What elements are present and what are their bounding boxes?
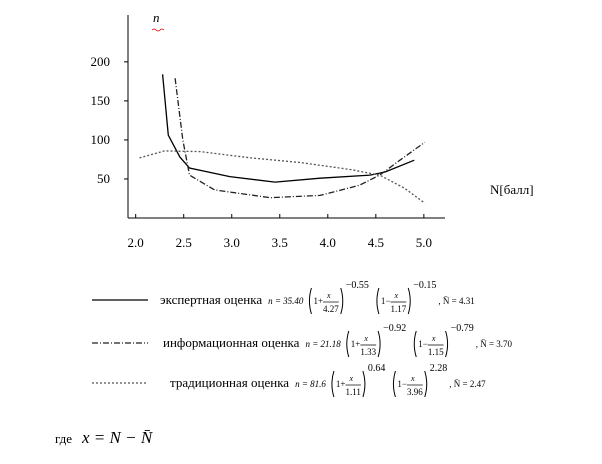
y-tick-label: 200 bbox=[91, 54, 111, 69]
formula-den: 1.11 bbox=[346, 387, 361, 397]
paren bbox=[413, 330, 417, 358]
formula-op: 1− bbox=[397, 379, 407, 389]
formula-exp: −0.79 bbox=[451, 323, 474, 334]
formula-op: 1+ bbox=[336, 379, 346, 389]
paren bbox=[340, 287, 344, 315]
paren bbox=[377, 330, 381, 358]
x-tick-label: 2.0 bbox=[128, 235, 144, 250]
x-tick-label: 5.0 bbox=[416, 235, 432, 250]
y-tick-label: 150 bbox=[91, 93, 111, 108]
paren bbox=[407, 287, 411, 315]
formula-num: x bbox=[326, 291, 331, 300]
paren bbox=[331, 370, 335, 398]
formula-op: 1− bbox=[418, 339, 428, 349]
formula-nbar: , N̄ = 4.31 bbox=[438, 296, 474, 306]
series-line bbox=[161, 74, 415, 183]
formula-exp: −0.92 bbox=[383, 323, 406, 334]
formula-exp: 0.64 bbox=[368, 363, 386, 374]
formula-exp: 2.28 bbox=[430, 363, 448, 374]
paren bbox=[424, 370, 428, 398]
series-line bbox=[139, 150, 426, 204]
y-tick-label: 100 bbox=[91, 132, 111, 147]
y-tick-label: 50 bbox=[97, 171, 110, 186]
x-tick-label: 4.0 bbox=[320, 235, 336, 250]
paren bbox=[308, 287, 312, 315]
x-tick-label: 2.5 bbox=[176, 235, 192, 250]
formula-den: 1.17 bbox=[390, 304, 406, 314]
formula-den: 3.96 bbox=[407, 387, 423, 397]
paren bbox=[376, 287, 380, 315]
formula-num: x bbox=[410, 374, 415, 383]
series-line bbox=[174, 78, 426, 199]
y-axis-label: n bbox=[153, 10, 160, 25]
paren bbox=[392, 370, 396, 398]
formula-coef: n = 21.18 bbox=[305, 339, 341, 349]
formula-coef: n = 81.6 bbox=[295, 379, 326, 389]
legend-label: экспертная оценка bbox=[160, 292, 262, 307]
formula-coef: n = 35.40 bbox=[268, 296, 304, 306]
paren bbox=[445, 330, 449, 358]
formula-den: 1.33 bbox=[360, 347, 376, 357]
formula-op: 1+ bbox=[351, 339, 361, 349]
formula-num: x bbox=[363, 334, 368, 343]
footnote-prefix: где bbox=[55, 431, 72, 446]
x-tick-label: 3.0 bbox=[224, 235, 240, 250]
footnote-expr: x = N − N̄ bbox=[81, 428, 154, 447]
formula-op: 1+ bbox=[313, 296, 323, 306]
paren bbox=[362, 370, 366, 398]
formula-nbar: , N̄ = 2.47 bbox=[449, 379, 486, 389]
legend-label: информационная оценка bbox=[163, 335, 300, 350]
formula-op: 1− bbox=[381, 296, 391, 306]
formula-den: 1.15 bbox=[428, 347, 444, 357]
x-tick-label: 4.5 bbox=[368, 235, 384, 250]
formula-num: x bbox=[349, 374, 354, 383]
legend-label: традиционная оценка bbox=[170, 375, 289, 390]
formula-den: 4.27 bbox=[323, 304, 339, 314]
formula-exp: −0.15 bbox=[413, 280, 436, 291]
formula-num: x bbox=[431, 334, 436, 343]
formula-exp: −0.55 bbox=[346, 280, 369, 291]
x-tick-label: 3.5 bbox=[272, 235, 288, 250]
formula-nbar: , N̄ = 3.70 bbox=[476, 339, 513, 349]
spell-mark bbox=[151, 28, 165, 32]
paren bbox=[346, 330, 350, 358]
x-axis-label: N[балл] bbox=[490, 182, 534, 197]
formula-num: x bbox=[393, 291, 398, 300]
